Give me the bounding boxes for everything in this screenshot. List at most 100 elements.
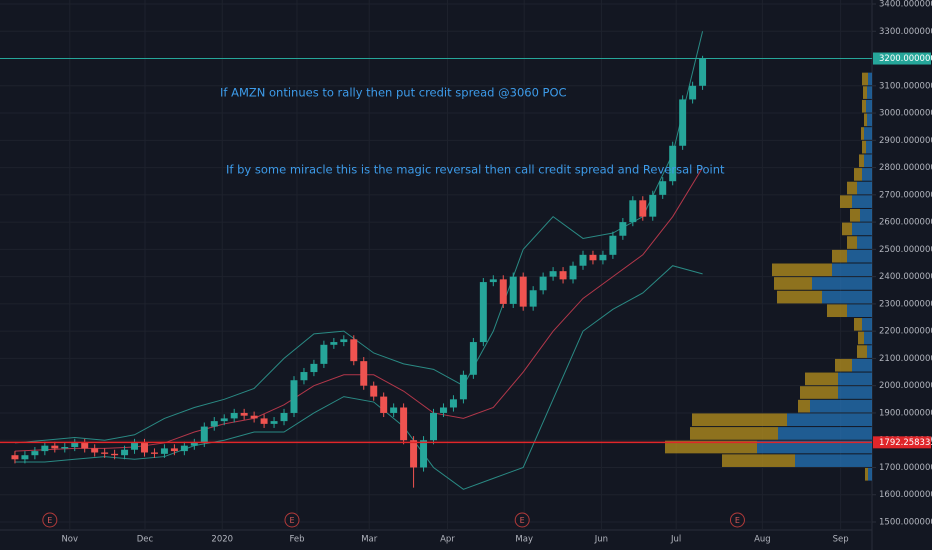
- price-label-box: [873, 436, 931, 449]
- profile-bar: [858, 331, 864, 345]
- profile-bar: [862, 140, 866, 154]
- profile-bar: [852, 195, 872, 208]
- profile-bar: [722, 454, 795, 467]
- y-tick-label: 2800.00000000: [879, 163, 932, 173]
- x-tick-label: 2020: [211, 535, 233, 545]
- profile-bar: [812, 277, 872, 290]
- x-tick-label: Feb: [289, 535, 304, 545]
- candle-body: [250, 415, 258, 419]
- earnings-label: E: [520, 516, 525, 525]
- earnings-label: E: [289, 516, 294, 525]
- profile-bar: [692, 413, 787, 427]
- candle-body: [609, 235, 617, 255]
- candle-body: [160, 448, 168, 454]
- candle-body: [71, 442, 79, 448]
- candle-body: [131, 442, 139, 450]
- candle-body: [91, 448, 99, 453]
- profile-bar: [854, 318, 862, 331]
- y-tick-label: 1500.00000000: [879, 518, 932, 528]
- candle-body: [589, 254, 597, 261]
- candle-body: [240, 412, 248, 416]
- profile-bar: [847, 304, 872, 318]
- profile-bar: [805, 372, 838, 386]
- x-tick-label: Apr: [440, 535, 455, 545]
- profile-bar: [795, 454, 872, 467]
- profile-bar: [862, 168, 872, 181]
- profile-bar: [842, 222, 852, 236]
- candle-body: [669, 145, 677, 182]
- profile-bar: [866, 99, 872, 113]
- x-tick-label: Aug: [754, 535, 771, 545]
- candle-body: [420, 440, 428, 468]
- profile-bar: [832, 249, 847, 263]
- candle-body: [280, 412, 288, 422]
- candle-body: [619, 222, 627, 236]
- candle-body: [380, 396, 388, 413]
- earnings-label: E: [47, 516, 52, 525]
- y-tick-label: 2600.00000000: [879, 218, 932, 228]
- x-tick-label: Dec: [137, 535, 154, 545]
- y-tick-label: 2100.00000000: [879, 354, 932, 364]
- candle-body: [529, 290, 537, 307]
- profile-bar: [772, 263, 832, 277]
- profile-bar: [798, 399, 810, 413]
- annotation: If by some miracle this is the magic rev…: [226, 163, 725, 177]
- profile-bar: [822, 290, 872, 304]
- x-tick-label: May: [515, 535, 533, 545]
- profile-bar: [665, 440, 757, 454]
- earnings-marker: [729, 512, 745, 528]
- earnings-label: E: [735, 516, 740, 525]
- price-label: 3200.00000000: [879, 54, 932, 64]
- profile-bar: [835, 358, 852, 372]
- candle-body: [121, 449, 129, 456]
- candle-body: [320, 344, 328, 364]
- profile-bar: [838, 386, 872, 399]
- profile-bar: [774, 277, 812, 290]
- profile-bar: [862, 318, 872, 331]
- candle-body: [629, 200, 637, 223]
- candle-body: [400, 407, 408, 441]
- profile-bar: [857, 181, 872, 195]
- candle-body: [31, 451, 39, 456]
- profile-bar: [847, 236, 857, 249]
- candle-body: [330, 342, 338, 345]
- candle-body: [689, 85, 697, 100]
- profile-bar: [865, 467, 868, 481]
- indicator-line: [14, 31, 704, 444]
- profile-bar: [787, 413, 872, 427]
- candle-body: [479, 282, 487, 343]
- indicator-line: [14, 167, 704, 452]
- profile-bar: [868, 467, 872, 481]
- profile-bar: [850, 208, 860, 222]
- candle-body: [579, 254, 587, 266]
- profile-bar: [857, 345, 867, 358]
- candle-body: [150, 452, 158, 454]
- candle-body: [459, 374, 467, 400]
- candle-body: [190, 442, 198, 446]
- profile-bar: [854, 168, 862, 181]
- x-tick-label: Jun: [594, 535, 608, 545]
- candle-body: [170, 448, 178, 452]
- profile-bar: [852, 222, 872, 236]
- candle-body: [310, 363, 318, 373]
- profile-bar: [868, 72, 872, 86]
- profile-bar: [690, 427, 778, 440]
- profile-bar: [847, 181, 857, 195]
- candle-body: [549, 271, 557, 277]
- profile-bar: [864, 331, 872, 345]
- candle-body: [599, 254, 607, 261]
- candle-body: [370, 385, 378, 397]
- profile-bar: [827, 304, 847, 318]
- y-tick-label: 2900.00000000: [879, 136, 932, 146]
- candle-body: [101, 452, 109, 454]
- candle-body: [61, 447, 69, 449]
- candle-body: [21, 455, 29, 460]
- candle-body: [111, 453, 119, 456]
- candle-body: [290, 380, 298, 413]
- candle-body: [300, 372, 308, 381]
- y-tick-label: 2500.00000000: [879, 245, 932, 255]
- profile-bar: [864, 154, 872, 168]
- candle-body: [200, 426, 208, 443]
- profile-bar: [862, 72, 868, 86]
